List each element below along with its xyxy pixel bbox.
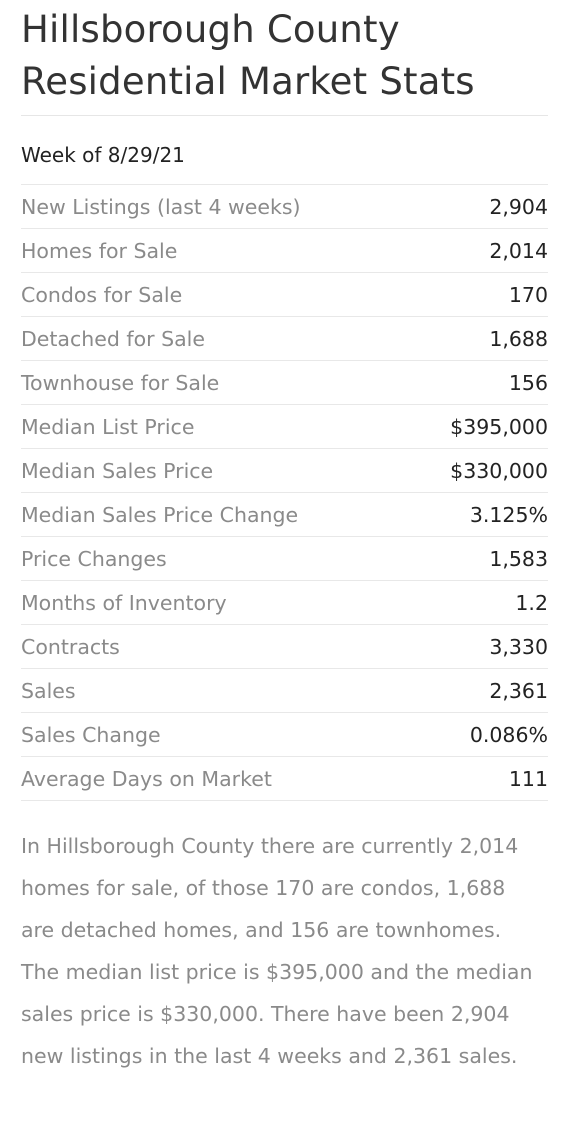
stat-label: Sales [21,678,76,703]
stat-label: Townhouse for Sale [21,370,220,395]
stat-value: 170 [508,282,548,307]
stat-row-homes-for-sale: Homes for Sale 2,014 [21,229,548,273]
stat-label: Months of Inventory [21,590,227,615]
stat-row-median-sales-price: Median Sales Price $330,000 [21,449,548,493]
stat-label: Detached for Sale [21,326,205,351]
stat-label: Condos for Sale [21,282,183,307]
stat-label: Contracts [21,634,120,659]
stat-value: 3,330 [489,634,548,659]
stat-value: 1.2 [515,590,548,615]
stat-label: Median Sales Price [21,458,214,483]
stat-row-detached-for-sale: Detached for Sale 1,688 [21,317,548,361]
stat-value: 2,014 [489,238,548,263]
stat-row-price-changes: Price Changes 1,583 [21,537,548,581]
title-line-2: Residential Market Stats [21,60,475,103]
stat-label: Median Sales Price Change [21,502,299,527]
stat-value: 111 [508,766,548,791]
stat-value: 3.125% [469,502,548,527]
stat-label: Average Days on Market [21,766,272,791]
stat-row-sales: Sales 2,361 [21,669,548,713]
stat-label: Sales Change [21,722,161,747]
week-label: Week of 8/29/21 [21,143,185,167]
stat-row-contracts: Contracts 3,330 [21,625,548,669]
stat-row-median-sales-price-change: Median Sales Price Change 3.125% [21,493,548,537]
stat-label: Median List Price [21,414,195,439]
stat-row-townhouse-for-sale: Townhouse for Sale 156 [21,361,548,405]
stat-value: 2,904 [489,194,548,219]
stat-value: 0.086% [469,722,548,747]
stat-value: 2,361 [489,678,548,703]
stat-value: 1,688 [489,326,548,351]
stat-row-condos-for-sale: Condos for Sale 170 [21,273,548,317]
stat-value: $395,000 [450,414,548,439]
summary-paragraph: In Hillsborough County there are current… [21,834,533,1068]
stat-label: Price Changes [21,546,167,571]
stat-label: Homes for Sale [21,238,178,263]
market-stats-article: Hillsborough County Residential Market S… [21,0,548,1098]
stat-row-sales-change: Sales Change 0.086% [21,713,548,757]
stat-row-average-days-on-market: Average Days on Market 111 [21,757,548,801]
stat-row-new-listings: New Listings (last 4 weeks) 2,904 [21,185,548,229]
stat-row-median-list-price: Median List Price $395,000 [21,405,548,449]
stat-value: 156 [508,370,548,395]
stat-row-months-of-inventory: Months of Inventory 1.2 [21,581,548,625]
title-line-1: Hillsborough County [21,8,400,51]
stat-value: 1,583 [489,546,548,571]
title-divider [21,115,548,116]
page-title: Hillsborough County Residential Market S… [21,0,548,108]
stat-label: New Listings (last 4 weeks) [21,194,301,219]
stats-table: New Listings (last 4 weeks) 2,904 Homes … [21,184,548,801]
stat-value: $330,000 [450,458,548,483]
